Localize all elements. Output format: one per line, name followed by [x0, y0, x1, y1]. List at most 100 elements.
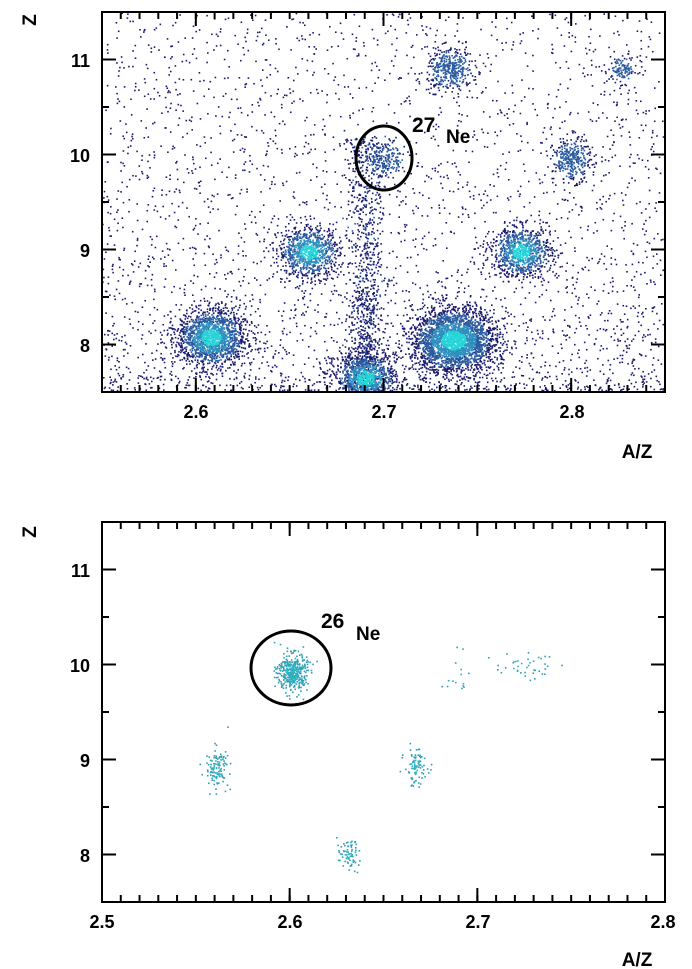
top-count-point: [371, 309, 373, 312]
top-count-point: [349, 210, 351, 212]
top-count-point: [231, 272, 233, 275]
top-count-point: [435, 78, 438, 80]
top-count-point: [607, 359, 610, 362]
top-count-point: [290, 309, 292, 311]
top-count-point: [205, 157, 207, 160]
top-count-point: [377, 147, 379, 149]
top-count-point: [240, 380, 243, 383]
top-count-point: [361, 146, 364, 149]
top-count-point: [586, 370, 589, 373]
top-count-point: [456, 124, 459, 127]
top-count-point: [389, 336, 391, 338]
top-count-point: [351, 246, 353, 248]
top-count-point: [386, 147, 389, 149]
top-count-point: [382, 147, 385, 150]
top-count-point: [331, 379, 333, 382]
top-count-point: [388, 355, 390, 357]
top-count-point: [457, 96, 460, 98]
top-count-point: [388, 193, 391, 196]
top-count-point: [375, 163, 377, 166]
top-count-point: [288, 352, 290, 354]
top-count-point: [444, 77, 446, 79]
top-count-point: [361, 293, 363, 295]
top-count-point: [274, 142, 277, 145]
top-count-point: [249, 154, 251, 157]
top-count-point: [600, 93, 602, 95]
top-count-point: [352, 272, 355, 275]
top-count-point: [349, 184, 351, 186]
top-count-point: [370, 288, 372, 290]
top-count-point: [344, 356, 347, 358]
top-count-point: [131, 230, 134, 233]
top-count-point: [642, 336, 644, 339]
top-count-point: [304, 38, 306, 41]
top-count-point: [250, 14, 252, 16]
top-count-point: [254, 14, 257, 17]
top-count-point: [429, 381, 431, 384]
top-count-point: [385, 146, 387, 148]
top-count-point: [270, 111, 273, 114]
top-count-point: [454, 383, 456, 385]
top-count-point: [457, 61, 460, 63]
top-count-point: [355, 284, 358, 287]
top-count-point: [265, 153, 268, 155]
top-count-point: [379, 197, 381, 199]
top-count-point: [281, 106, 283, 109]
top-count-point: [633, 374, 635, 377]
top-count-point: [396, 162, 398, 164]
top-count-point: [348, 316, 351, 319]
top-count-point: [167, 91, 169, 94]
top-count-point: [491, 320, 493, 322]
top-count-point: [171, 45, 174, 47]
top-count-point: [423, 342, 425, 345]
top-count-point: [372, 107, 375, 109]
top-count-point: [371, 268, 373, 271]
top-count-point: [123, 67, 125, 69]
top-count-point: [602, 195, 604, 198]
top-count-point: [445, 60, 448, 63]
top-count-point: [626, 44, 628, 46]
top-count-point: [358, 331, 360, 333]
top-count-point: [310, 282, 312, 284]
top-count-point: [207, 389, 209, 392]
top-count-point: [296, 37, 298, 40]
top-count-point: [621, 55, 624, 57]
top-count-point: [631, 362, 633, 364]
top-count-point: [381, 352, 384, 354]
top-count-point: [388, 163, 391, 166]
top-count-point: [368, 157, 371, 159]
top-count-point: [479, 54, 481, 56]
top-count-point: [326, 194, 328, 197]
top-count-point: [362, 316, 365, 318]
top-count-point: [211, 194, 213, 197]
top-count-point: [365, 256, 367, 259]
top-count-point: [163, 286, 166, 288]
top-count-point: [439, 84, 442, 86]
top-count-point: [358, 342, 361, 344]
top-count-point: [542, 277, 544, 280]
top-count-point: [452, 57, 455, 59]
top-count-point: [240, 111, 243, 114]
top-count-point: [147, 204, 150, 206]
top-count-point: [459, 70, 461, 73]
top-count-point: [247, 49, 250, 52]
top-count-point: [213, 49, 215, 51]
top-count-point: [575, 154, 577, 156]
top-count-point: [541, 293, 543, 296]
top-count-point: [113, 322, 115, 325]
top-count-point: [252, 332, 255, 334]
top-count-point: [264, 350, 266, 353]
top-count-point: [282, 310, 285, 313]
top-count-point: [632, 242, 635, 245]
top-count-point: [452, 82, 454, 85]
top-count-point: [329, 25, 331, 28]
top-count-point: [519, 112, 522, 115]
top-count-point: [376, 229, 379, 232]
top-count-point: [242, 347, 245, 349]
top-count-point: [354, 183, 357, 186]
top-count-point: [283, 380, 286, 382]
top-count-point: [446, 86, 448, 88]
top-count-point: [369, 312, 371, 314]
top-count-point: [356, 196, 359, 199]
top-count-point: [495, 249, 497, 252]
